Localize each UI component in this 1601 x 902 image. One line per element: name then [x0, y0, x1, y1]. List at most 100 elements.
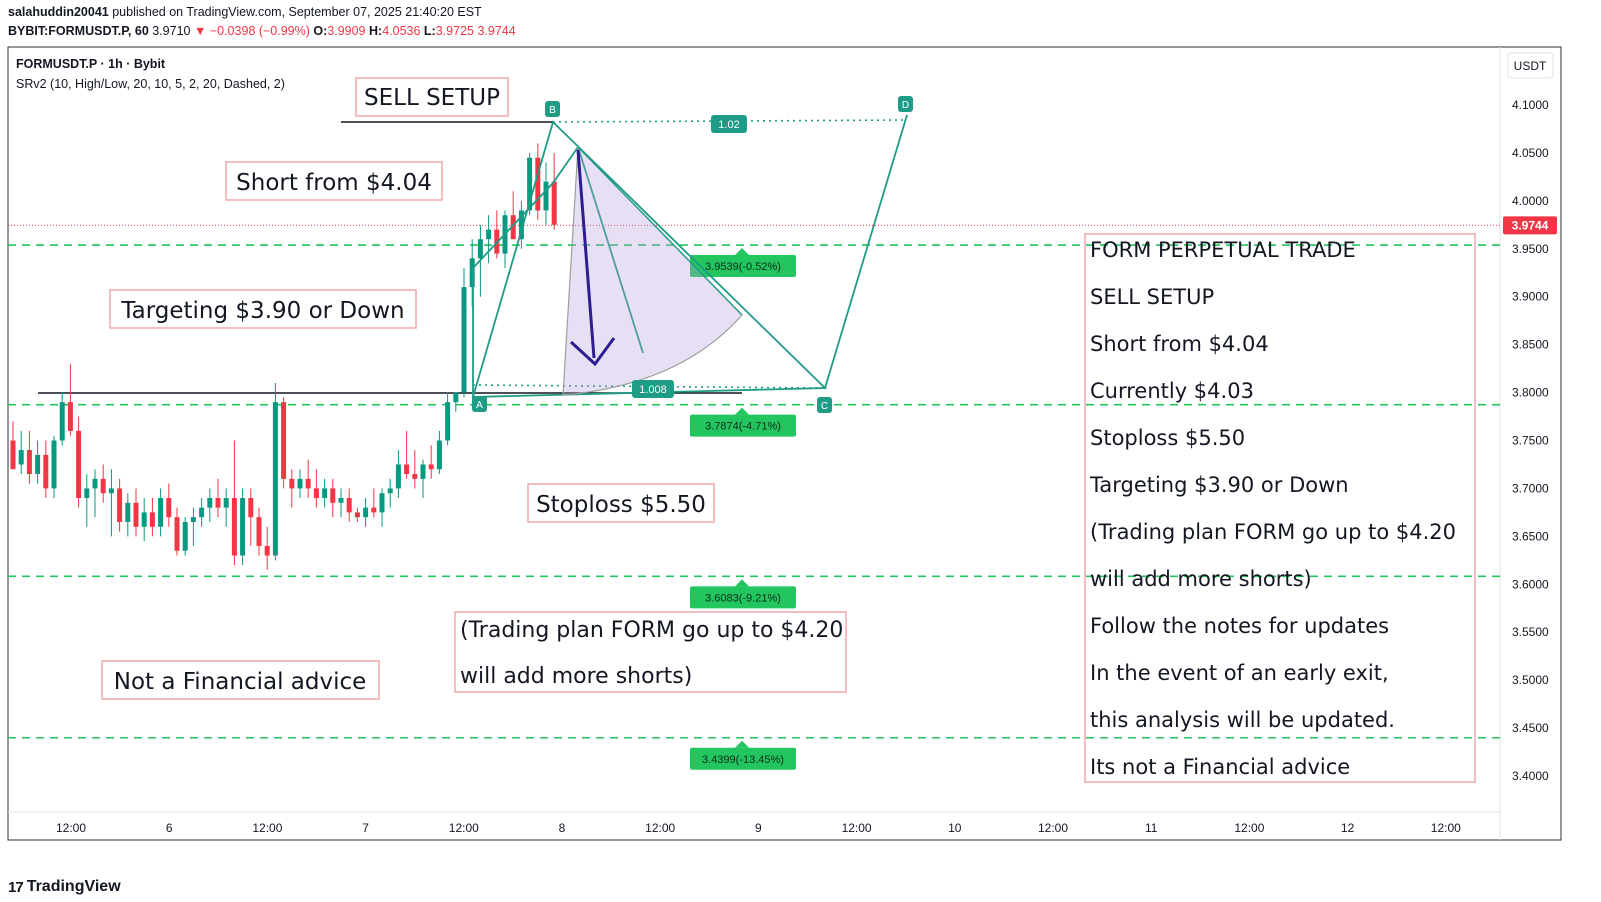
point-a-marker[interactable]: [472, 396, 487, 412]
point-c-marker[interactable]: [817, 397, 832, 413]
time-tick-label: 12:00: [449, 821, 479, 835]
candle-body: [551, 181, 557, 225]
time-tick-label: 7: [362, 821, 369, 835]
chart-frame: [7, 46, 1562, 841]
point-b-label: B: [549, 105, 556, 116]
time-tick-label: 12:00: [842, 821, 872, 835]
candle-body: [338, 498, 344, 503]
time-tick-label: 12:00: [56, 821, 86, 835]
plan-line1: (Trading plan FORM go up to $4.20: [460, 618, 843, 643]
ratio-badge: [632, 380, 674, 398]
price-tick-label: 3.5500: [1512, 625, 1549, 639]
tradingview-footer[interactable]: 17 TradingView: [8, 878, 121, 896]
candle-body: [108, 488, 114, 494]
candles: [10, 143, 557, 570]
targeting-text: Targeting $3.90 or Down: [120, 298, 404, 324]
time-tick-label: 12:00: [1431, 821, 1461, 835]
summary-line: this analysis will be updated.: [1090, 708, 1395, 732]
price-tick-label: 3.8000: [1512, 386, 1549, 400]
summary-note[interactable]: FORM PERPETUAL TRADE SELL SETUP Short from…: [1084, 233, 1476, 783]
time-tick-label: 10: [948, 821, 962, 835]
candle-body: [174, 517, 180, 551]
candle-body: [445, 402, 451, 441]
symbol-info-line: BYBIT:FORMUSDT.P, 60 3.9710 ▼ −0.0398 (−…: [8, 24, 516, 38]
candle-body: [43, 454, 49, 489]
summary-line: (Trading plan FORM go up to $4.20: [1090, 520, 1456, 544]
candle-body: [543, 181, 549, 211]
price-tick-label: 3.9500: [1512, 242, 1549, 256]
candle-body: [330, 488, 336, 503]
level-badge: [690, 586, 796, 609]
high-value: 4.0536: [382, 24, 421, 38]
annotation-short-from[interactable]: Short from $4.04: [225, 161, 443, 201]
annotation-stoploss[interactable]: Stoploss $5.50: [527, 483, 715, 523]
summary-line: In the event of an early exit,: [1090, 661, 1389, 685]
currency-button[interactable]: [1507, 52, 1554, 79]
price-tick-label: 4.1000: [1512, 98, 1549, 112]
annotation-not-advice[interactable]: Not a Financial advice: [101, 660, 380, 700]
point-d-marker[interactable]: [898, 96, 913, 112]
candle-body: [363, 507, 369, 518]
ratio-label: 1.02: [718, 119, 739, 131]
publish-info: salahuddin20041 published on TradingView…: [8, 5, 482, 19]
time-tick-label: 8: [559, 821, 566, 835]
candle-body: [10, 440, 16, 470]
price-tick-label: 3.6500: [1512, 529, 1549, 543]
level-pointer-icon: [735, 579, 749, 587]
level-label: 3.7874(-4.71%): [705, 421, 781, 433]
ratio-label: 1.008: [639, 384, 667, 396]
level-pointer-icon: [735, 740, 749, 748]
brand-name: TradingView: [26, 878, 121, 895]
tradingview-logo-icon: 17: [8, 878, 24, 896]
candle-body: [117, 488, 123, 522]
candle-body: [395, 464, 401, 489]
annotation-sell-setup[interactable]: SELL SETUP: [355, 77, 509, 117]
point-c-label: C: [821, 401, 828, 412]
candle-body: [256, 517, 262, 546]
annotation-plan[interactable]: (Trading plan FORM go up to $4.20 will a…: [454, 611, 847, 693]
sell-setup-text: SELL SETUP: [364, 85, 500, 111]
summary-lines: FORM PERPETUAL TRADE SELL SETUP Short from…: [1089, 238, 1456, 779]
summary-line: Follow the notes for updates: [1090, 614, 1389, 638]
candle-body: [67, 402, 73, 431]
price-tick-label: 4.0500: [1512, 146, 1549, 160]
ratio-line-bd: [552, 119, 908, 123]
support-resistance-levels: 3.9539(-0.52%) 3.7874(-4.71%) 3.6083(-9.21…: [8, 244, 1500, 770]
short-from-text: Short from $4.04: [236, 170, 432, 196]
annotation-targeting[interactable]: Targeting $3.90 or Down: [109, 289, 417, 329]
candle-body: [404, 464, 410, 475]
current-price-tag: [1503, 216, 1557, 235]
candle-body: [535, 157, 541, 211]
candle-body: [100, 478, 106, 494]
summary-line: SELL SETUP: [1090, 285, 1214, 309]
currency-label: USDT: [1514, 59, 1547, 73]
summary-line: Targeting $3.90 or Down: [1089, 473, 1349, 497]
price-change: −0.0398 (−0.99%): [209, 24, 310, 38]
time-tick-label: 9: [755, 821, 762, 835]
point-b-marker[interactable]: [545, 101, 560, 117]
price-tick-label: 3.7000: [1512, 481, 1549, 495]
level-pointer-icon: [735, 407, 749, 415]
candle-body: [527, 157, 533, 211]
candle-body: [305, 478, 311, 489]
candle-body: [281, 402, 287, 479]
candle-body: [18, 450, 24, 465]
point-markers[interactable]: A B C D: [472, 96, 913, 413]
candle-body: [166, 498, 172, 518]
candle-body: [231, 498, 237, 556]
arrow-head-icon: [569, 337, 616, 367]
candle-body: [510, 215, 516, 240]
price-tick-label: 3.6000: [1512, 577, 1549, 591]
candle-body: [379, 493, 385, 513]
candle-body: [436, 440, 442, 470]
level-badge: [690, 747, 796, 770]
time-tick-label: 12:00: [645, 821, 675, 835]
candle-body: [125, 502, 131, 522]
price-tick-label: 3.8500: [1512, 338, 1549, 352]
down-triangle-icon: ▼: [193, 24, 207, 38]
time-tick-label: 12: [1341, 821, 1355, 835]
high-label: H:: [369, 24, 383, 38]
last-price: 3.9710: [152, 24, 191, 38]
candle-body: [461, 287, 467, 393]
